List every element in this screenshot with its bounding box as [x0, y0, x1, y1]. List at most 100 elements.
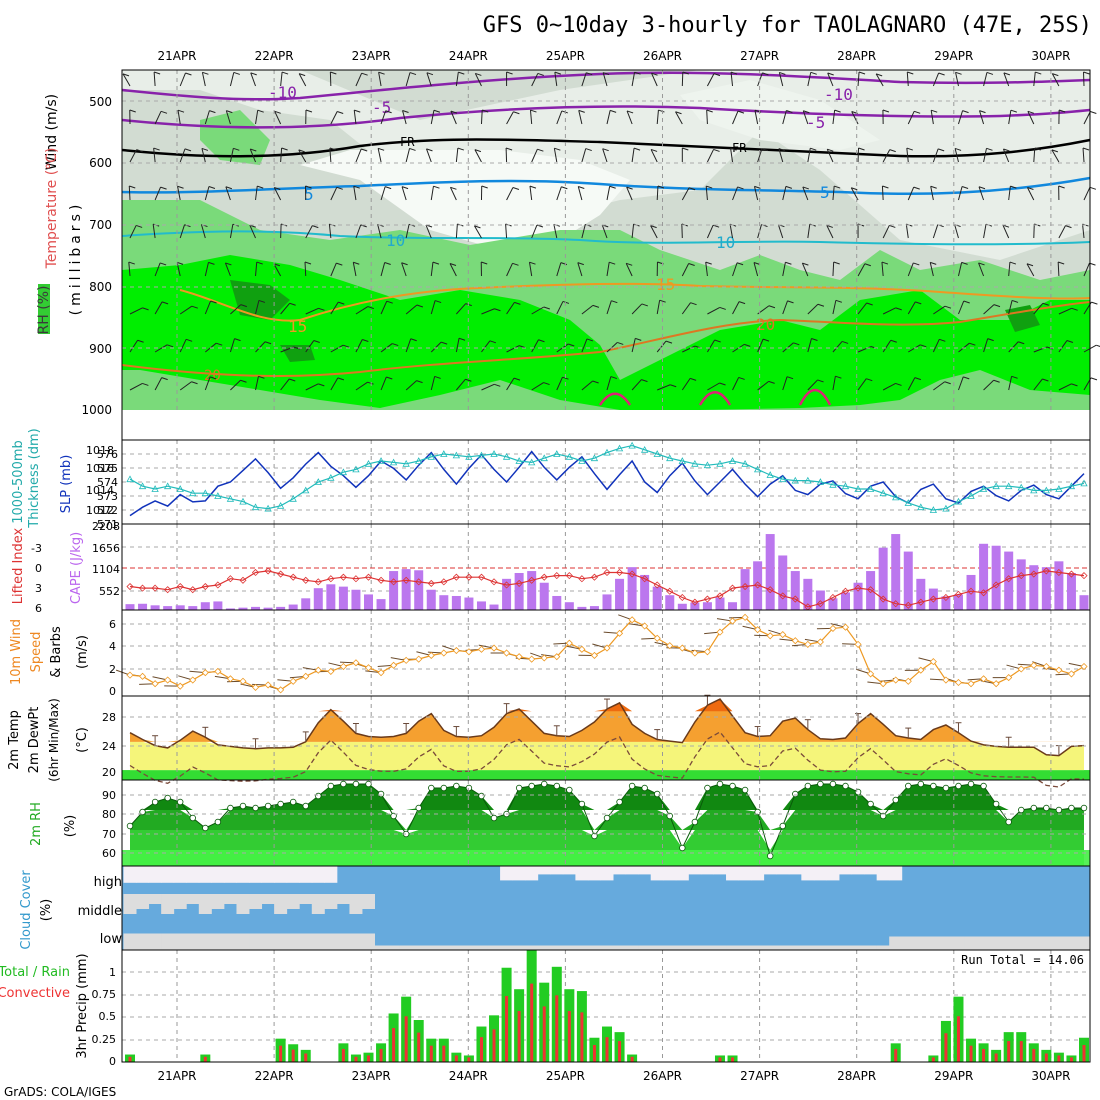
precip-tick: 0.75 [92, 988, 117, 1001]
wind-barb-flag [907, 71, 914, 75]
wind-barb-flag [881, 261, 889, 265]
cape-bar [251, 606, 261, 610]
isotherm-label: 10 [386, 231, 405, 250]
wind-barb-flag [882, 185, 889, 189]
thickness-point [728, 457, 737, 464]
wind-barb-flag [537, 148, 544, 152]
cape-bar [389, 571, 399, 610]
wind-barb [983, 72, 988, 87]
wind-speed-point [364, 664, 373, 672]
wind-speed-point [1067, 670, 1076, 678]
thickness-point [540, 454, 548, 462]
wind-barb [907, 111, 915, 125]
wind-barb [380, 262, 386, 277]
wind-barb [455, 303, 467, 315]
wind-barb-flag [714, 339, 721, 343]
wind-barb [730, 72, 734, 87]
cloud-high-block [587, 866, 601, 881]
wind-barb [273, 263, 282, 277]
rh-point [264, 802, 272, 810]
thickness-point [904, 499, 912, 506]
wind-barb-flag [688, 187, 696, 191]
cloud-mid-block [249, 894, 263, 909]
wind-barb-flag [281, 71, 289, 75]
thickness-point [866, 485, 875, 492]
cloud-low-block [964, 936, 978, 950]
thickness-point [477, 451, 486, 459]
wind-barb [978, 186, 985, 201]
wind-barb-flag [367, 381, 374, 385]
wind-speed-line [129, 616, 1085, 691]
cloud-low-block [951, 936, 965, 950]
wind-barb [553, 224, 558, 239]
wind-barb [631, 72, 636, 87]
wind-barb-flag [690, 302, 697, 306]
rh-point [352, 780, 360, 788]
wind-barb-flag [392, 343, 399, 347]
wind-barb-flag [561, 110, 568, 114]
rh-point [666, 812, 673, 820]
wind-speed-point [741, 613, 749, 621]
wind-barb [177, 110, 181, 125]
wind-barb [954, 148, 959, 163]
wind-barb [529, 110, 533, 125]
wind-speed-point [867, 670, 875, 678]
wind-speed-point [402, 656, 410, 664]
wind-barb-flag [481, 261, 488, 265]
wind-barb [581, 72, 587, 87]
li-point [1042, 567, 1050, 575]
cloud-high-block [136, 866, 150, 883]
wind-barb [229, 72, 235, 87]
wind-barb [705, 186, 708, 201]
wind-barb [732, 186, 739, 201]
wind-barb-flag [233, 147, 240, 151]
cape-tick: 1104 [92, 563, 120, 576]
rh-point [578, 800, 586, 808]
cloud-low-block [700, 945, 714, 950]
cape-tick: 552 [99, 585, 120, 598]
wind-barb [782, 262, 786, 277]
wind-speed-point [277, 686, 285, 694]
temperature-axis-title: Temperature (°C) [44, 148, 60, 270]
li-point [1080, 572, 1088, 580]
wind-barb-flag [785, 261, 792, 265]
wind-barb [606, 342, 618, 353]
wind-barb [330, 262, 337, 277]
wind-barb-flag [659, 299, 666, 303]
isotherm-label: 20 [756, 315, 775, 334]
precip-conv-bar [442, 1045, 446, 1062]
precip-conv-bar [894, 1048, 898, 1062]
cape-bar [615, 578, 625, 610]
cape-bar [502, 578, 512, 610]
wind-barb-flag [128, 261, 135, 265]
wind-barb [732, 301, 740, 315]
wind-barb [179, 148, 186, 163]
wind-barb-flag [609, 185, 616, 189]
cape-bar [451, 595, 461, 610]
wind-barb [129, 382, 143, 391]
wind-barb-flag [289, 378, 296, 382]
slp-tick: 1018 [86, 444, 114, 457]
wind-barb [1026, 263, 1035, 277]
wind-barb-flag [963, 376, 970, 380]
li-point [1055, 568, 1063, 577]
cloud-low-block [763, 945, 777, 950]
precip-conv-bar [492, 1029, 496, 1062]
date-label: 23APR [352, 1069, 391, 1083]
wind-barb-flag [208, 261, 215, 265]
wind-barb [777, 224, 784, 239]
li-point [590, 573, 599, 581]
wind-barb [280, 147, 283, 163]
wind-barb [353, 110, 357, 125]
wind-barb [1058, 383, 1072, 391]
wind-barb-flag [1090, 377, 1098, 381]
wind-barb-flag [675, 111, 682, 115]
thickness-axis-title: 1000-500mb [11, 440, 26, 524]
wind-barb [1002, 225, 1010, 239]
cape-axis-title: CAPE (J/kg) [69, 532, 84, 604]
date-label: 29APR [934, 1069, 973, 1083]
wind-barb-flag [914, 110, 921, 114]
cloud-high-block [249, 866, 263, 883]
wind-barb [179, 339, 187, 353]
slp-tick: 1014 [86, 484, 114, 497]
